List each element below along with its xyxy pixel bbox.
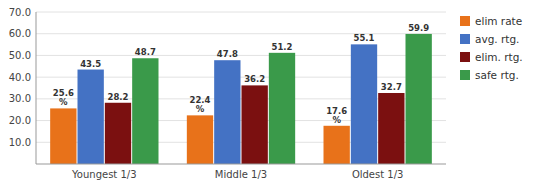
y-tick-label: 10.0 <box>9 137 31 148</box>
data-label: 28.2 <box>108 92 129 102</box>
bar <box>406 34 432 164</box>
data-label-line: 43.5 <box>80 59 101 69</box>
data-label-line: % <box>196 104 205 114</box>
data-label-line: % <box>332 115 341 125</box>
bar <box>132 58 158 164</box>
data-label-line: 28.2 <box>108 92 129 102</box>
y-tick-label: 30.0 <box>9 93 31 104</box>
bar <box>269 53 295 164</box>
legend-label: avg. rtg. <box>475 33 519 45</box>
data-label: 22.4% <box>190 95 211 114</box>
legend-label: safe rtg. <box>475 69 519 81</box>
data-label: 47.8 <box>217 49 238 59</box>
data-label: 36.2 <box>244 74 265 84</box>
data-label-line: 32.7 <box>381 82 402 92</box>
data-label: 25.6% <box>53 88 74 107</box>
grid-line <box>36 33 446 34</box>
legend-swatch <box>460 52 470 62</box>
bar <box>324 126 350 164</box>
bar <box>78 70 104 164</box>
bar <box>187 115 213 164</box>
legend-swatch <box>460 34 470 44</box>
bar <box>351 44 377 164</box>
bar <box>214 60 240 164</box>
data-label-line: 55.1 <box>354 33 375 43</box>
data-label-line: 47.8 <box>217 49 238 59</box>
data-label-line: 59.9 <box>408 23 429 33</box>
legend-swatch <box>460 70 470 80</box>
data-label-line: % <box>59 97 68 107</box>
y-tick-label: 70.0 <box>9 7 31 18</box>
x-tick-label: Oldest 1/3 <box>352 169 404 180</box>
data-label: 17.6% <box>326 106 347 125</box>
data-label: 32.7 <box>381 82 402 92</box>
bar <box>378 93 404 164</box>
x-tick-label: Youngest 1/3 <box>71 169 136 180</box>
legend: elim rate avg. rtg. elim. rtg. safe rtg. <box>460 15 523 81</box>
data-label: 59.9 <box>408 23 429 33</box>
data-label-line: 48.7 <box>135 47 156 57</box>
y-tick-label: 40.0 <box>9 72 31 83</box>
data-label: 51.2 <box>272 42 293 52</box>
y-tick-label: 50.0 <box>9 50 31 61</box>
grid-line <box>36 12 446 13</box>
x-axis <box>36 164 446 165</box>
grid-line <box>36 55 446 56</box>
bars <box>50 34 432 164</box>
legend-label: elim rate <box>475 15 522 27</box>
data-label: 55.1 <box>354 33 375 43</box>
data-label-line: 51.2 <box>272 42 293 52</box>
y-tick-label: 20.0 <box>9 115 31 126</box>
data-label-line: 36.2 <box>244 74 265 84</box>
y-tick-label: 60.0 <box>9 28 31 39</box>
bar <box>50 108 76 164</box>
bar <box>105 103 131 164</box>
legend-label: elim. rtg. <box>475 51 523 63</box>
legend-swatch <box>460 16 470 26</box>
data-label: 43.5 <box>80 59 101 69</box>
data-label: 48.7 <box>135 47 156 57</box>
y-axis <box>36 12 37 164</box>
chart: 10.0 20.0 30.0 40.0 50.0 60.0 70.0 Youngest 1/3… <box>0 0 550 186</box>
x-tick-label: Middle 1/3 <box>215 169 267 180</box>
bar <box>242 85 268 164</box>
